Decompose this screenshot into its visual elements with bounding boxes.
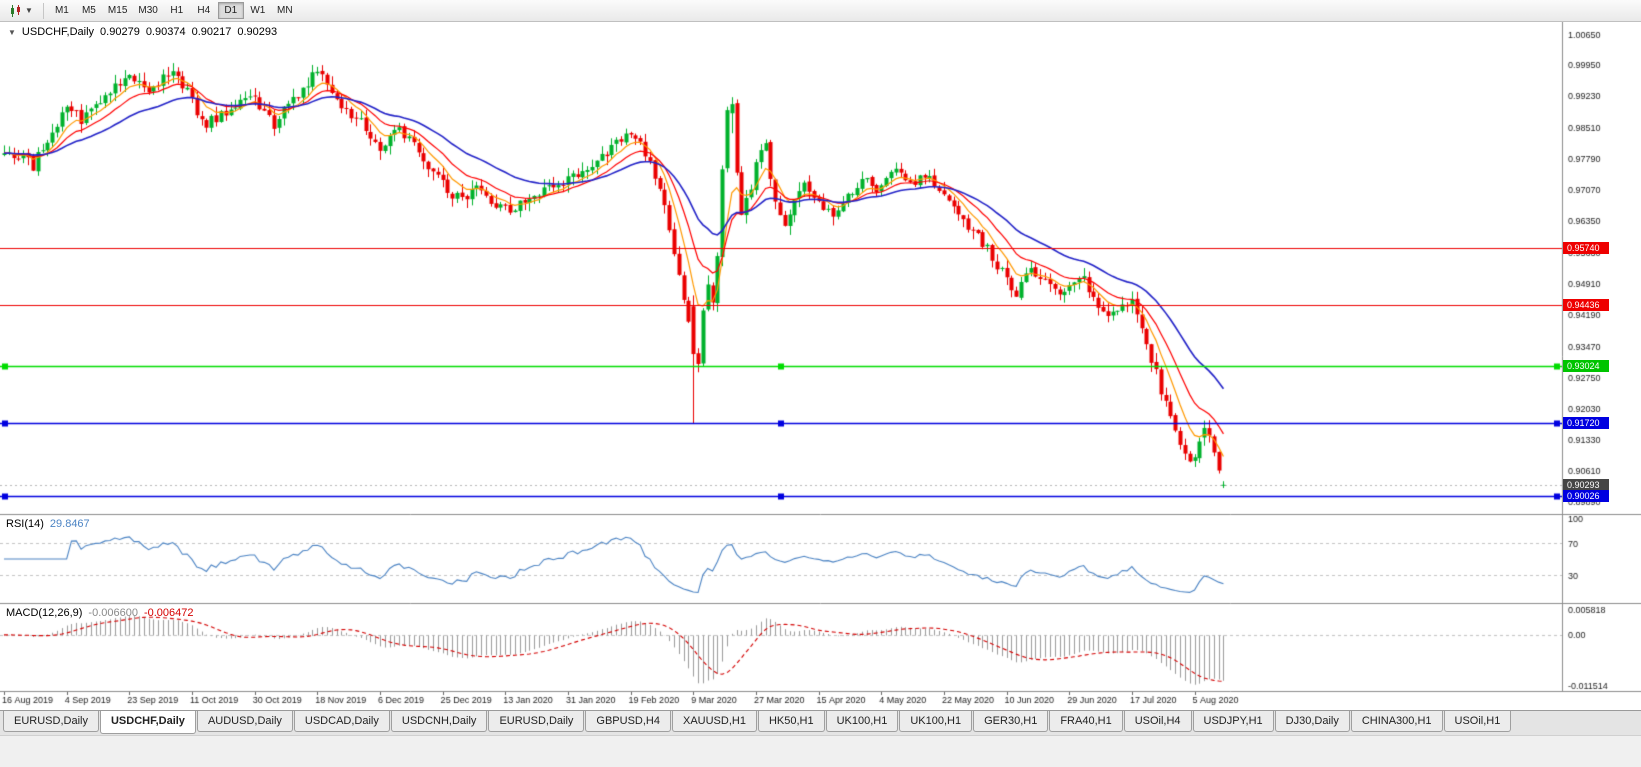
chart-tab[interactable]: USOil,H4 (1123, 711, 1192, 732)
status-bar (0, 735, 1641, 767)
macd-main-value: -0.006600 (88, 607, 138, 619)
chart-tab[interactable]: GER30,H1 (973, 711, 1049, 732)
timeframe-buttons: M1 M5 M15 M30 H1 H4 D1 W1 MN (49, 2, 298, 19)
last-price-badge: 0.90293 (1563, 478, 1609, 491)
ohlc-close: 0.90293 (237, 26, 278, 38)
chart-tab[interactable]: USDCNH,Daily (390, 711, 488, 732)
chart-tab[interactable]: DJ30,Daily (1274, 711, 1350, 732)
timeframe-button-m15[interactable]: M15 (107, 5, 128, 16)
chart-tab[interactable]: USDCAD,Daily (293, 711, 390, 732)
timeframe-button-h1[interactable]: H1 (170, 5, 184, 16)
ohlc-open: 0.90279 (100, 26, 140, 38)
macd-label: MACD(12,26,9) (6, 607, 83, 619)
price-chart-canvas[interactable] (0, 22, 1641, 710)
chart-tab[interactable]: UK100,H1 (825, 711, 899, 732)
level-price-badge[interactable]: 0.94436 (1563, 298, 1609, 311)
chart-tab[interactable]: HK50,H1 (757, 711, 825, 732)
chart-tab-bar: EURUSD,Daily USDCHF,Daily AUDUSD,Daily USDC… (0, 710, 1641, 735)
chart-tab[interactable]: FRA40,H1 (1049, 711, 1123, 732)
level-price-badge[interactable]: 0.93024 (1563, 360, 1609, 373)
timeframe-toolbar: ▼ M1 M5 M15 M30 H1 H4 D1 W1 MN (0, 0, 1641, 22)
timeframe-button-h4[interactable]: H4 (197, 5, 211, 16)
chart-tab[interactable]: CHINA300,H1 (1350, 711, 1443, 732)
dropdown-caret-icon: ▼ (25, 6, 33, 15)
ohlc-low: 0.90217 (191, 26, 232, 38)
chart-tab[interactable]: GBPUSD,H4 (585, 711, 671, 732)
level-price-badge[interactable]: 0.90026 (1563, 490, 1609, 503)
chart-tab[interactable]: XAUUSD,H1 (671, 711, 757, 732)
level-price-badge[interactable]: 0.91720 (1563, 416, 1609, 429)
chart-menu-icon: ▼ (8, 27, 16, 37)
ohlc-high: 0.90374 (145, 26, 186, 38)
chart-ohlc-header: ▼ USDCHF,Daily 0.90279 0.90374 0.90217 0… (8, 26, 277, 38)
rsi-label: RSI(14) (6, 518, 44, 530)
chart-tab[interactable]: EURUSD,Daily (488, 711, 585, 732)
level-price-badge[interactable]: 0.95740 (1563, 242, 1609, 254)
timeframe-button-m30[interactable]: M30 (138, 5, 158, 16)
chart-tab[interactable]: UK100,H1 (899, 711, 973, 732)
chart-tab[interactable]: EURUSD,Daily (3, 711, 99, 732)
timeframe-button-w1[interactable]: W1 (250, 5, 266, 16)
chart-tab[interactable]: USDJPY,H1 (1192, 711, 1274, 732)
timeframe-button-m1[interactable]: M1 (54, 5, 69, 16)
timeframe-button-d1[interactable]: D1 (217, 2, 244, 19)
chart-type-icon[interactable]: ▼ (4, 2, 38, 20)
chart-tab[interactable]: USDCHF,Daily (99, 711, 196, 734)
macd-header: MACD(12,26,9) -0.006600 -0.006472 (6, 607, 194, 619)
chart-area: ▼ USDCHF,Daily 0.90279 0.90374 0.90217 0… (0, 22, 1641, 710)
macd-signal-value: -0.006472 (143, 607, 194, 619)
chart-tab[interactable]: USOil,H1 (1443, 711, 1512, 732)
rsi-header: RSI(14) 29.8467 (6, 518, 90, 530)
timeframe-button-m5[interactable]: M5 (81, 5, 96, 16)
rsi-value: 29.8467 (49, 518, 90, 530)
symbol-label: USDCHF,Daily (21, 26, 95, 38)
panel-separator[interactable] (0, 602, 1641, 606)
candlestick-glyph (11, 4, 20, 17)
chart-tab[interactable]: AUDUSD,Daily (196, 711, 293, 732)
panel-separator[interactable] (0, 513, 1641, 517)
toolbar-separator (42, 2, 44, 19)
timeframe-button-mn[interactable]: MN (277, 5, 293, 16)
